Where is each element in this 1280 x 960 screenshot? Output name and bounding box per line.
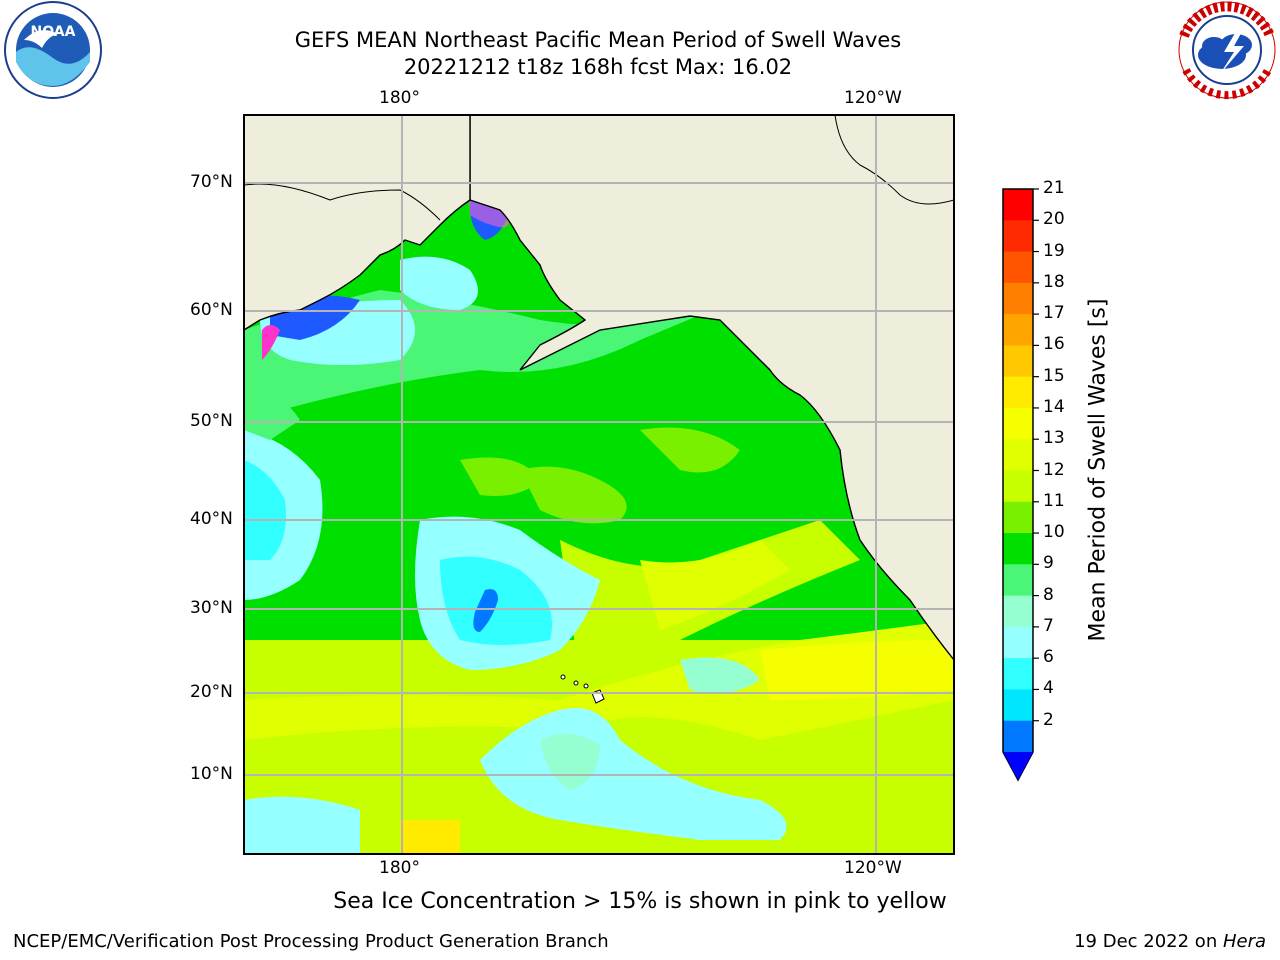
colorbar-tick-label: 7 (1043, 615, 1054, 636)
colorbar-tick-label: 12 (1043, 459, 1065, 480)
colorbar-tick-label: 11 (1043, 490, 1065, 511)
colorbar-tick-label: 9 (1043, 553, 1054, 574)
chart-title: GEFS MEAN Northeast Pacific Mean Period … (294, 28, 902, 52)
colorbar-tick-label: 20 (1043, 209, 1065, 230)
colorbar-tick-label: 8 (1043, 584, 1054, 605)
graticule (244, 115, 954, 854)
colorbar-segment (1003, 533, 1033, 565)
colorbar-tick-label: 17 (1043, 303, 1065, 324)
lat-label-20n: 20°N (190, 682, 233, 702)
colorbar-tick-label: 2 (1043, 709, 1054, 730)
colorbar-segment (1003, 345, 1033, 378)
land-alaska (469, 115, 954, 662)
lat-label-70n: 70°N (190, 172, 233, 192)
swell-band-14s (760, 640, 954, 700)
sea-ice-caption: Sea Ice Concentration > 15% is shown in … (333, 889, 947, 914)
colorbar-tick-label: 16 (1043, 334, 1065, 355)
footer-host: Hera (1222, 931, 1266, 952)
colorbar-extend-min (1003, 752, 1033, 780)
colorbar-segment (1003, 376, 1033, 409)
colorbar-segment (1003, 220, 1033, 253)
lat-label-10n: 10°N (190, 764, 233, 784)
colorbar-segment (1003, 595, 1033, 628)
lat-label-50n: 50°N (190, 411, 233, 431)
land-siberia (244, 115, 471, 331)
colorbar-segment (1003, 658, 1033, 690)
map-frame (243, 114, 955, 855)
lat-label-30n: 30°N (190, 598, 233, 618)
colorbar-segment (1003, 314, 1033, 346)
colorbar-segment (1003, 689, 1033, 722)
footer-date-text: 19 Dec 2022 on (1074, 931, 1223, 952)
colorbar-tick-label: 6 (1043, 647, 1054, 668)
lat-label-40n: 40°N (190, 509, 233, 529)
colorbar (1002, 188, 1039, 782)
colorbar-segment (1003, 501, 1033, 534)
lon-label-bottom-180: 180° (379, 858, 420, 878)
colorbar-tick-label: 15 (1043, 365, 1065, 386)
colorbar-segment (1003, 720, 1033, 753)
colorbar-segment (1003, 282, 1033, 315)
colorbar-tick-label: 4 (1043, 678, 1054, 699)
colorbar-segment (1003, 626, 1033, 659)
chart-subtitle: 20221212 t18z 168h fcst Max: 16.02 (403, 55, 793, 79)
footer-credit: NCEP/EMC/Verification Post Processing Pr… (13, 931, 609, 952)
colorbar-segment (1003, 189, 1033, 221)
colorbar-tick-label: 21 (1043, 178, 1065, 198)
lon-label-bottom-120w: 120°W (844, 858, 902, 878)
colorbar-title: Mean Period of Swell Waves [s] (1085, 298, 1111, 642)
colorbar-tick-label: 19 (1043, 240, 1065, 261)
lon-label-top-180: 180° (379, 88, 420, 108)
colorbar-segment (1003, 470, 1033, 503)
lat-label-60n: 60°N (190, 300, 233, 320)
footer-date: 19 Dec 2022 on Hera (1074, 931, 1266, 952)
colorbar-segment (1003, 564, 1033, 597)
colorbar-tick-label: 13 (1043, 428, 1065, 449)
colorbar-segment (1003, 407, 1033, 440)
colorbar-tick-label: 14 (1043, 396, 1065, 417)
colorbar-segment (1003, 439, 1033, 471)
colorbar-segment (1003, 251, 1033, 284)
colorbar-tick-label: 10 (1043, 522, 1065, 543)
lon-label-top-120w: 120°W (844, 88, 902, 108)
colorbar-extend-triangle (1003, 752, 1033, 780)
colorbar-tick-label: 18 (1043, 271, 1065, 292)
